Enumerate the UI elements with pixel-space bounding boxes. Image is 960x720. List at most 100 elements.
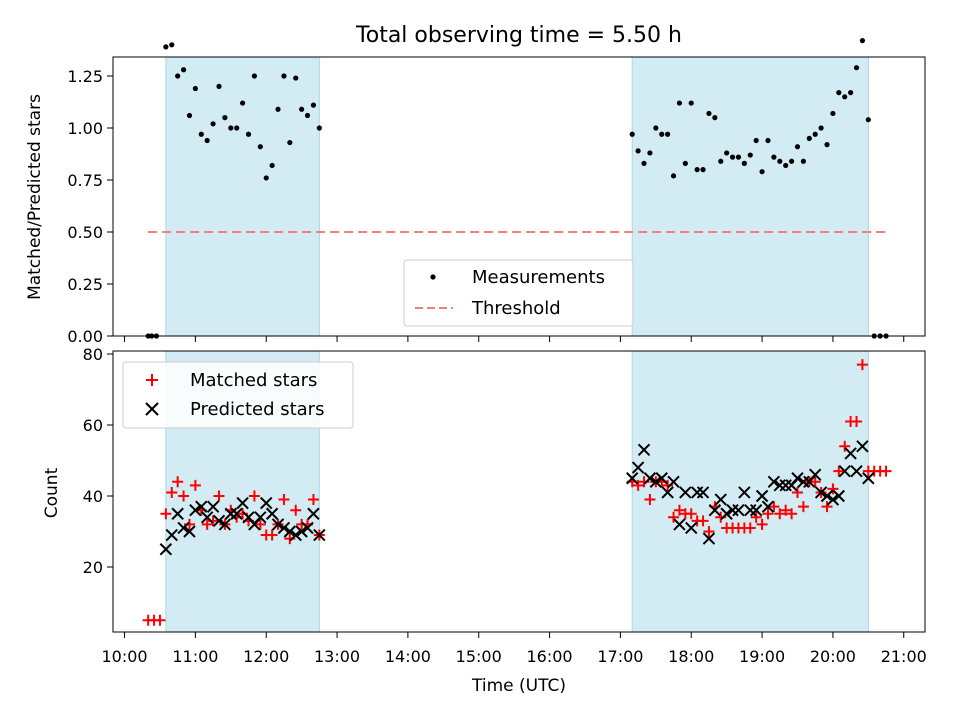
- legend-measurements-label: Measurements: [472, 267, 605, 288]
- measurement-point-20: [263, 175, 269, 181]
- bottom-x-tick-label-1: 11:00: [172, 647, 218, 666]
- matched-star-point-73: [880, 465, 892, 477]
- predicted-star-point-58: [808, 468, 822, 481]
- measurement-point-50: [747, 152, 753, 158]
- measurement-point-4: [169, 42, 175, 48]
- top-panel: 0.00 0.25 0.50 0.75 1.00 1.25 Matched/Predict…: [25, 38, 926, 346]
- predicted-star-point-6: [195, 500, 208, 513]
- measurement-point-47: [729, 154, 736, 160]
- measurement-point-21: [269, 162, 275, 169]
- measurement-point-46: [724, 150, 730, 156]
- bottom-x-tick-label-5: 15:00: [456, 647, 502, 666]
- measurement-point-13: [222, 115, 228, 121]
- legend-threshold-label: Threshold: [471, 298, 561, 319]
- measurement-point-25: [293, 75, 299, 81]
- measurement-point-12: [216, 83, 222, 89]
- measurement-point-68: [853, 65, 860, 71]
- predicted-star-point-17: [260, 496, 273, 510]
- matched-star-point-19: [254, 518, 266, 530]
- predicted-star-point-66: [856, 440, 869, 453]
- predicted-star-point-3: [177, 521, 190, 535]
- measurement-point-59: [800, 158, 806, 164]
- predicted-star-point-39: [696, 486, 710, 499]
- top-y-tick-label-1: 0.25: [67, 275, 103, 294]
- bottom-y-tick-label-1: 40: [83, 487, 103, 506]
- measurement-point-57: [788, 158, 795, 164]
- predicted-star-point-42: [714, 493, 727, 506]
- predicted-star-point-23: [295, 525, 308, 538]
- predicted-star-point-45: [732, 503, 745, 517]
- predicted-star-point-56: [797, 475, 810, 489]
- measurement-point-56: [783, 162, 789, 169]
- matched-star-point-31: [632, 479, 644, 491]
- predicted-star-point-26: [313, 528, 326, 542]
- predicted-star-point-22: [289, 528, 302, 542]
- top-y-tick-label-4: 1.00: [67, 119, 103, 138]
- predicted-star-point-33: [661, 486, 674, 499]
- top-y-tick-label-5: 1.25: [67, 67, 103, 86]
- top-y-tick-label-0: 0.00: [67, 327, 103, 346]
- measurement-point-52: [759, 169, 765, 175]
- matched-star-point-66: [839, 440, 851, 452]
- bottom-plot-frame: [112, 350, 926, 633]
- predicted-star-point-61: [826, 493, 840, 506]
- measurement-point-14: [228, 125, 234, 131]
- measurement-point-10: [204, 137, 210, 144]
- measurement-point-29: [316, 125, 322, 131]
- matched-star-point-61: [809, 476, 821, 488]
- measurement-point-45: [718, 158, 724, 164]
- predicted-star-point-60: [820, 489, 834, 503]
- measurement-point-70: [865, 117, 871, 123]
- legend-measurements-marker: [430, 274, 436, 280]
- measurement-point-63: [824, 142, 830, 148]
- top-legend: Measurements Threshold: [403, 259, 634, 327]
- measurement-point-26: [299, 106, 305, 112]
- predicted-star-point-48: [749, 503, 763, 517]
- measurement-point-37: [670, 173, 677, 179]
- predicted-star-point-38: [690, 486, 704, 499]
- bottom-x-tick-label-0: 10:00: [101, 647, 147, 666]
- matched-star-point-53: [762, 508, 774, 520]
- predicted-star-point-44: [726, 503, 739, 517]
- matched-star-point-43: [703, 526, 715, 537]
- matched-star-point-21: [266, 529, 278, 541]
- matched-star-point-56: [780, 504, 792, 516]
- predicted-star-point-24: [301, 521, 314, 535]
- matched-star-point-33: [644, 494, 656, 506]
- measurement-point-18: [251, 73, 258, 79]
- measurement-point-16: [240, 100, 246, 106]
- measurement-point-22: [275, 106, 281, 112]
- x-axis-label: Time (UTC): [471, 676, 566, 696]
- predicted-star-point-51: [767, 475, 781, 489]
- matched-star-point-38: [673, 504, 685, 516]
- matched-star-point-8: [189, 479, 201, 491]
- bottom-panel: 20 40 60 80 10:00 11:00 12:00 13:00 14:00 15:00 1…: [42, 345, 927, 696]
- measurement-point-8: [192, 85, 198, 92]
- predicted-star-point-30: [643, 472, 657, 485]
- measurement-point-40: [688, 100, 694, 106]
- predicted-star-point-43: [720, 507, 733, 520]
- measurement-point-44: [712, 115, 718, 121]
- measurement-point-7: [186, 112, 193, 119]
- measurement-point-9: [198, 131, 204, 137]
- matched-star-point-18: [248, 490, 260, 502]
- predicted-star-point-2: [171, 507, 184, 520]
- matched-star-point-37: [668, 511, 680, 523]
- measurement-point-39: [682, 160, 688, 166]
- measurement-point-28: [310, 102, 317, 108]
- measurement-point-3: [163, 44, 169, 50]
- top-y-tick-label-3: 0.75: [67, 171, 103, 190]
- measurement-point-55: [777, 158, 783, 164]
- measurement-point-65: [836, 90, 842, 96]
- measurement-point-6: [180, 67, 187, 73]
- predicted-star-point-50: [761, 500, 775, 513]
- matched-star-point-58: [791, 486, 803, 498]
- predicted-star-point-8: [206, 500, 220, 513]
- matched-star-point-59: [797, 501, 809, 513]
- measurement-point-33: [647, 150, 653, 156]
- predicted-star-point-40: [702, 532, 716, 545]
- predicted-star-point-16: [254, 511, 267, 524]
- bottom-x-tick-label-7: 17:00: [597, 647, 643, 666]
- matched-star-point-2: [154, 614, 166, 626]
